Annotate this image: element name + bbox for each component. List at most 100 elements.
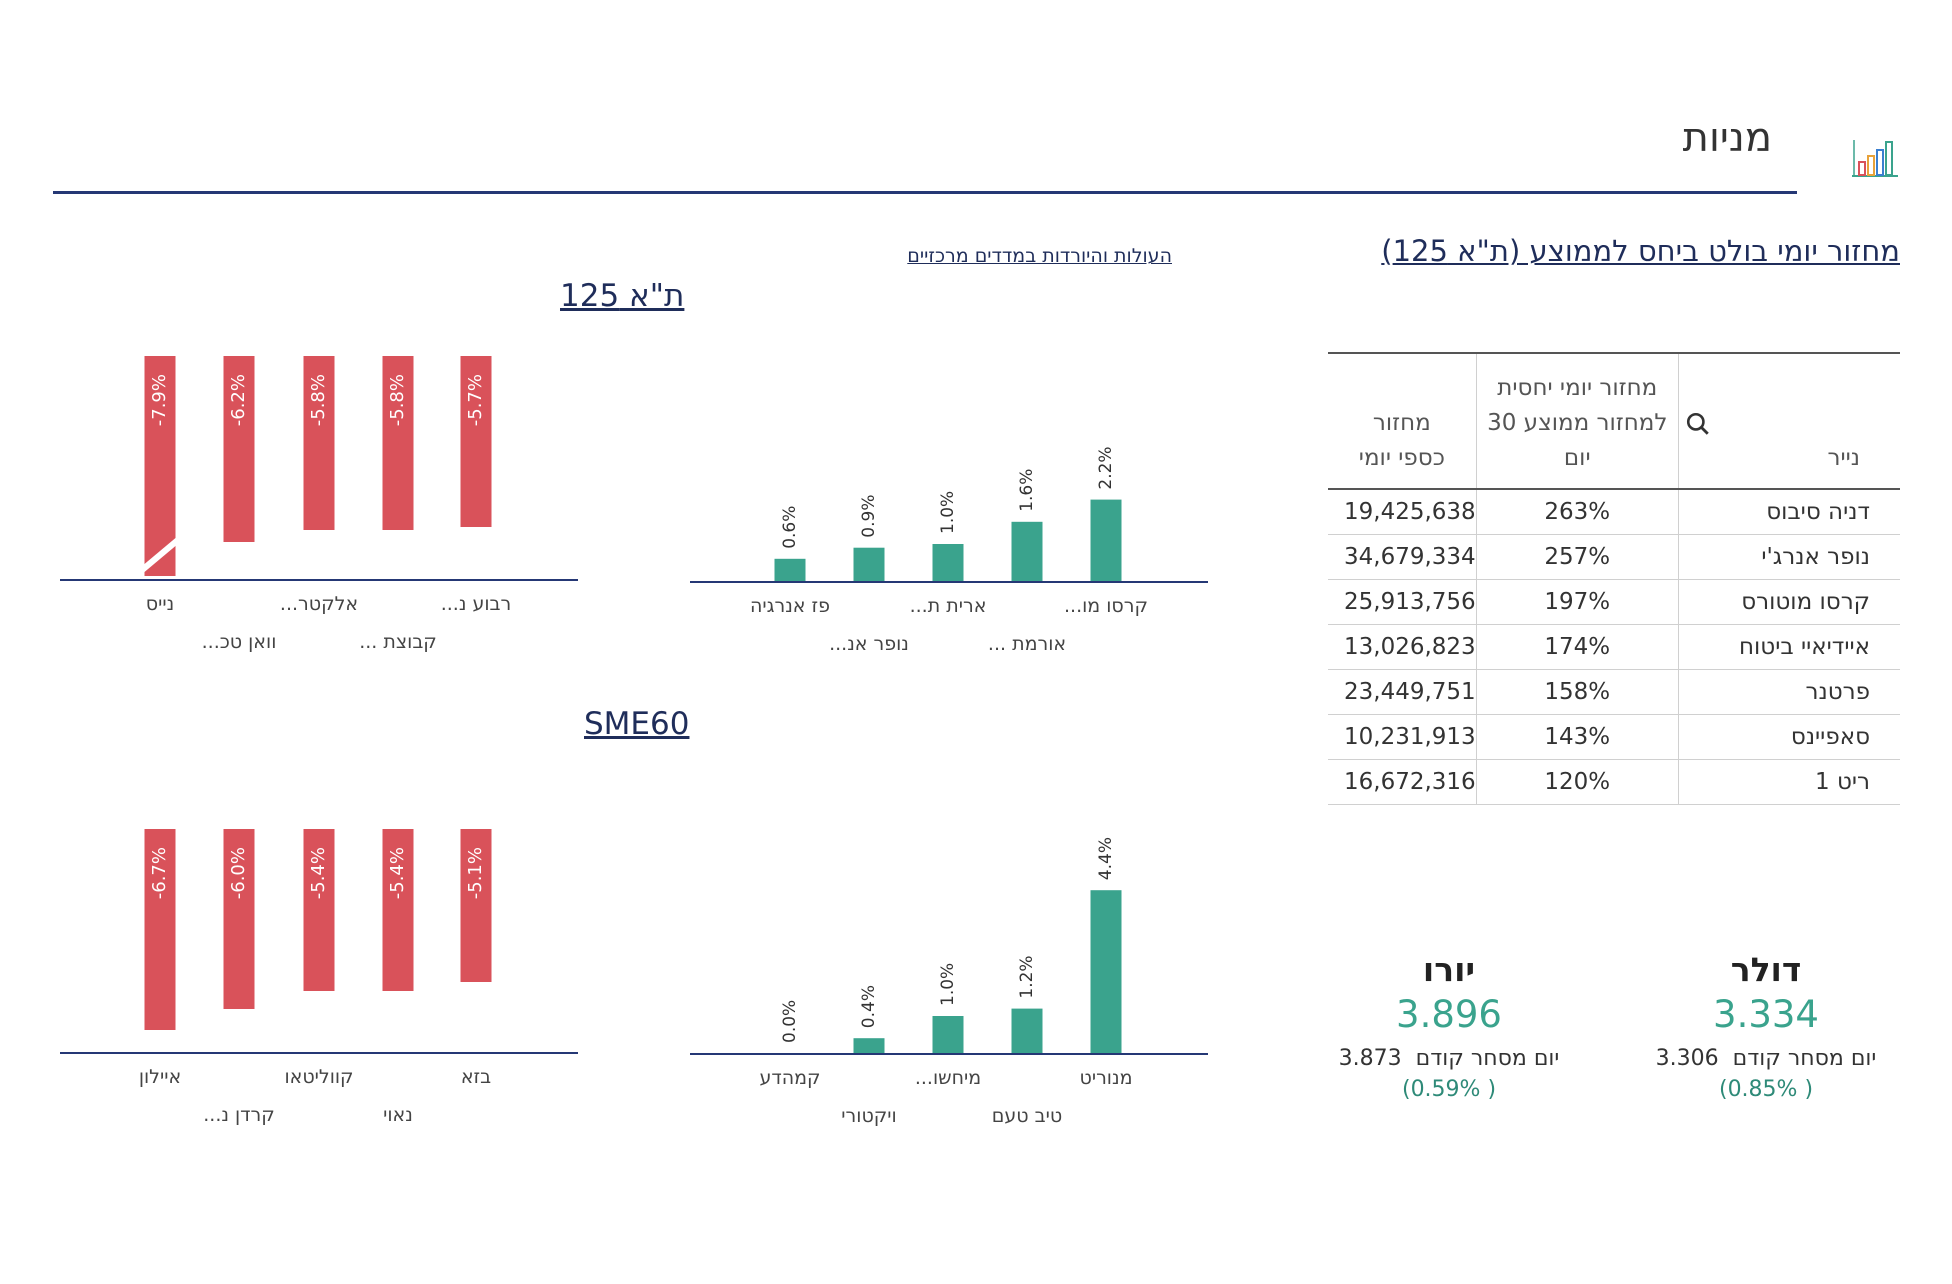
bar[interactable] xyxy=(1090,499,1122,581)
page-title: מניות xyxy=(1682,115,1772,161)
column-header-security[interactable]: נייר xyxy=(1678,352,1900,490)
bar[interactable] xyxy=(853,1038,885,1053)
bar-chart-icon xyxy=(1852,140,1898,177)
category-label[interactable]: ארית ת... xyxy=(910,595,987,617)
ratio-cell: 158% xyxy=(1476,669,1679,715)
turnover-table: נייר מחזור יומי יחסית למחזור ממוצע 30 יו… xyxy=(1328,352,1900,805)
chart-title-sme60[interactable]: SME60 xyxy=(584,706,690,742)
data-label: 2.2% xyxy=(1096,446,1116,489)
data-label: 4.4% xyxy=(1096,837,1116,880)
category-label[interactable]: טיב טעם xyxy=(992,1105,1062,1127)
data-label: -6.7% xyxy=(149,847,170,899)
data-label: -5.7% xyxy=(465,374,486,426)
value-cell: 25,913,756 xyxy=(1328,579,1477,625)
bar[interactable] xyxy=(223,829,255,1009)
data-label: 0.9% xyxy=(859,494,879,537)
category-label[interactable]: קווליטאו xyxy=(284,1066,353,1088)
currency-name: דולר xyxy=(1730,950,1802,989)
value-cell: 16,672,316 xyxy=(1328,759,1477,805)
value-cell: 10,231,913 xyxy=(1328,714,1477,760)
data-label: 0.0% xyxy=(780,1000,800,1043)
security-name-cell: ריט 1 xyxy=(1678,759,1900,805)
column-header-ratio[interactable]: מחזור יומי יחסית למחזור ממוצע 30 יום xyxy=(1476,352,1679,490)
previous-rate: יום מסחר קודם 3.873 xyxy=(1338,1046,1560,1071)
bar[interactable] xyxy=(1011,521,1043,581)
table-row[interactable]: סאפיינס 143% 10,231,913 xyxy=(1328,714,1900,760)
bar[interactable] xyxy=(382,829,414,991)
category-label[interactable]: אלקטר... xyxy=(280,593,358,615)
security-name-cell: איידיאיי ביטוח xyxy=(1678,624,1900,670)
chart-panel-0-down: -5.7% רבוע נ... -5.8% קבוצת ... -5.8% אלקטר..… xyxy=(60,356,578,653)
bar[interactable] xyxy=(932,1016,964,1053)
chart-panel-1-down: -5.1% בזא -5.4% נאוי -5.4% קווליטאו -6.0% קרדן … xyxy=(60,829,578,1126)
category-label[interactable]: ויקטורי xyxy=(841,1105,896,1127)
table-row[interactable]: נופר אנרג'י 257% 34,679,334 xyxy=(1328,534,1900,580)
bar[interactable] xyxy=(144,356,176,576)
category-label[interactable]: וואן טכ... xyxy=(202,631,277,653)
category-label[interactable]: אורמת ... xyxy=(988,633,1066,655)
rate-change: ( 0.59%) xyxy=(1401,1077,1497,1102)
category-label[interactable]: איילון xyxy=(139,1066,181,1088)
value-cell: 34,679,334 xyxy=(1328,534,1477,580)
column-header-value[interactable]: מחזור כספי יומי xyxy=(1328,352,1477,490)
bar[interactable] xyxy=(460,829,492,982)
data-label: -6.0% xyxy=(228,847,249,899)
category-label[interactable]: נייס xyxy=(146,593,174,615)
data-label: -5.4% xyxy=(308,847,329,899)
category-label[interactable]: קרדן נ... xyxy=(203,1104,275,1126)
indices-movers-link[interactable]: העולות והיורדות במדדים מרכזיים xyxy=(907,245,1172,267)
table-row[interactable]: קרסו מוטורס 197% 25,913,756 xyxy=(1328,579,1900,625)
bar[interactable] xyxy=(223,356,255,542)
table-row[interactable]: דניה סיבוס 263% 19,425,638 xyxy=(1328,489,1900,535)
category-label[interactable]: קבוצת ... xyxy=(359,631,437,653)
security-name-cell: קרסו מוטורס xyxy=(1678,579,1900,625)
data-label: -5.8% xyxy=(387,374,408,426)
value-cell: 13,026,823 xyxy=(1328,624,1477,670)
data-label: 1.0% xyxy=(938,491,958,534)
category-label[interactable]: קרסו מו... xyxy=(1064,595,1148,617)
chart-title-ta125[interactable]: ת"א 125 xyxy=(560,278,685,314)
search-icon[interactable] xyxy=(1685,411,1711,437)
security-name-cell: פרטנר xyxy=(1678,669,1900,715)
ratio-cell: 120% xyxy=(1476,759,1679,805)
currency-rate: 3.896 xyxy=(1396,993,1502,1036)
ratio-cell: 257% xyxy=(1476,534,1679,580)
bar[interactable] xyxy=(303,829,335,991)
currency-rate: 3.334 xyxy=(1713,993,1819,1036)
data-label: -5.1% xyxy=(465,847,486,899)
rate-change: ( 0.85%) xyxy=(1718,1077,1814,1102)
category-label[interactable]: בזא xyxy=(461,1066,491,1088)
data-label: -6.2% xyxy=(228,374,249,426)
table-row[interactable]: פרטנר 158% 23,449,751 xyxy=(1328,669,1900,715)
category-label[interactable]: רבוע נ... xyxy=(441,593,512,615)
currency-dollar: דולר 3.334 יום מסחר קודם 3.306 ( 0.85%) xyxy=(1626,950,1906,1102)
ratio-cell: 263% xyxy=(1476,489,1679,535)
category-label[interactable]: מיחשו... xyxy=(915,1067,981,1089)
movers-charts: 2.2% קרסו מו... 1.6% אורמת ... 1.0% ארית ת...… xyxy=(60,356,1208,1127)
category-label[interactable]: נאוי xyxy=(383,1104,413,1126)
axis-break-mark xyxy=(144,538,176,572)
chart-panel-0-up: 2.2% קרסו מו... 1.6% אורמת ... 1.0% ארית ת...… xyxy=(690,446,1208,655)
bar[interactable] xyxy=(1011,1008,1043,1053)
currency-name: יורו xyxy=(1422,950,1476,989)
security-name-cell: נופר אנרג'י xyxy=(1678,534,1900,580)
turnover-title-link[interactable]: מחזור יומי בולט ביחס לממוצע (ת"א 125) xyxy=(1381,234,1900,268)
category-label[interactable]: מנוריט xyxy=(1080,1067,1133,1089)
bar[interactable] xyxy=(460,356,492,527)
table-row[interactable]: ריט 1 120% 16,672,316 xyxy=(1328,759,1900,805)
bar[interactable] xyxy=(853,547,885,581)
bar[interactable] xyxy=(144,829,176,1030)
value-cell: 23,449,751 xyxy=(1328,669,1477,715)
bar[interactable] xyxy=(1090,890,1122,1053)
category-label[interactable]: קמהדע xyxy=(759,1067,820,1089)
table-row[interactable]: איידיאיי ביטוח 174% 13,026,823 xyxy=(1328,624,1900,670)
chart-panel-1-up: 4.4% מנוריט 1.2% טיב טעם 1.0% מיחשו... 0.4% ויק… xyxy=(690,837,1208,1127)
category-label[interactable]: פז אנרגיה xyxy=(750,595,830,617)
data-label: -7.9% xyxy=(149,374,170,426)
category-label[interactable]: נופר אנ... xyxy=(829,633,909,655)
bar[interactable] xyxy=(932,544,964,581)
data-label: 1.6% xyxy=(1017,469,1037,512)
bar[interactable] xyxy=(382,356,414,530)
bar[interactable] xyxy=(303,356,335,530)
bar[interactable] xyxy=(774,558,806,581)
